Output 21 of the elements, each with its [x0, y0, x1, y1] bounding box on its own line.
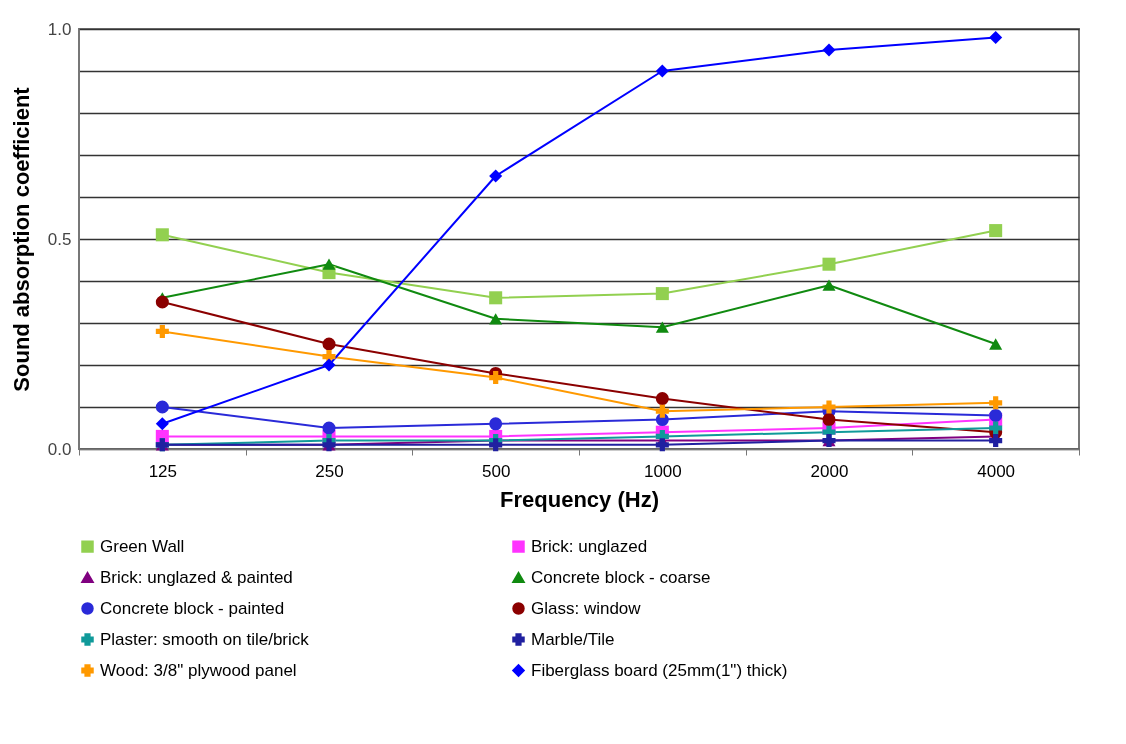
x-tick-label: 1000 [643, 461, 682, 481]
y-tick-label: 0.0 [47, 439, 72, 459]
legend-label: Concrete block - painted [100, 598, 285, 618]
legend-label: Brick: unglazed [531, 536, 648, 556]
legend-label: Wood: 3/8" plywood panel [100, 660, 297, 680]
y-tick-label: 1.0 [47, 19, 72, 39]
legend-label: Green Wall [100, 536, 185, 556]
y-axis-title: Sound absorption coefficient [8, 86, 34, 392]
legend-label: Fiberglass board (25mm(1") thick) [531, 660, 788, 680]
y-tick-label: 0.5 [47, 229, 72, 249]
legend-label: Marble/Tile [531, 629, 615, 649]
x-tick-label: 2000 [810, 461, 849, 481]
legend-label: Concrete block - coarse [531, 567, 711, 587]
x-tick-label: 500 [481, 461, 511, 481]
x-tick-label: 4000 [977, 461, 1016, 481]
legend-label: Glass: window [531, 598, 642, 618]
x-tick-label: 125 [148, 461, 178, 481]
legend-label: Plaster: smooth on tile/brick [100, 629, 310, 649]
legend-label: Brick: unglazed & painted [100, 567, 293, 587]
x-tick-label: 250 [315, 461, 344, 481]
x-axis-title: Frequency (Hz) [500, 486, 659, 512]
